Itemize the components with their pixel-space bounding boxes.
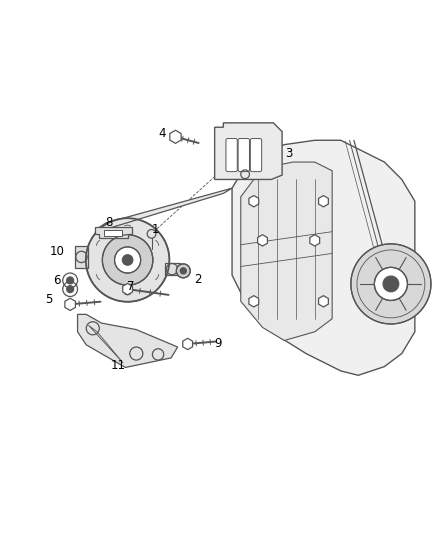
Text: 5: 5 [46,293,53,305]
Polygon shape [232,140,415,375]
Text: 2: 2 [194,273,202,286]
Polygon shape [95,188,232,232]
Polygon shape [318,296,328,307]
Polygon shape [215,123,282,180]
Circle shape [351,244,431,324]
Polygon shape [104,230,122,236]
Polygon shape [258,235,268,246]
Polygon shape [65,298,75,310]
Text: 10: 10 [49,245,64,258]
Circle shape [374,268,407,301]
FancyBboxPatch shape [226,139,237,172]
Text: 8: 8 [106,216,113,230]
Polygon shape [78,314,178,367]
FancyBboxPatch shape [238,139,250,172]
Text: 4: 4 [159,127,166,140]
Text: 11: 11 [110,359,126,372]
Circle shape [383,276,399,292]
Polygon shape [249,196,259,207]
Polygon shape [241,162,332,341]
Polygon shape [318,196,328,207]
Polygon shape [170,130,181,143]
Circle shape [102,235,153,285]
Circle shape [67,277,74,284]
Text: 9: 9 [214,337,222,351]
Circle shape [67,286,74,293]
Circle shape [122,255,133,265]
FancyBboxPatch shape [251,139,261,172]
Text: 7: 7 [127,280,135,293]
Text: 6: 6 [53,274,61,287]
Polygon shape [88,325,123,363]
Polygon shape [183,338,193,350]
Text: 3: 3 [285,147,292,160]
Text: 1: 1 [152,223,159,236]
Polygon shape [75,246,88,268]
Circle shape [86,218,170,302]
Polygon shape [310,235,320,246]
Polygon shape [95,228,132,238]
Polygon shape [165,263,180,275]
Polygon shape [249,296,259,307]
Circle shape [180,268,186,274]
Circle shape [115,247,141,273]
Polygon shape [123,284,133,295]
Circle shape [177,264,190,278]
